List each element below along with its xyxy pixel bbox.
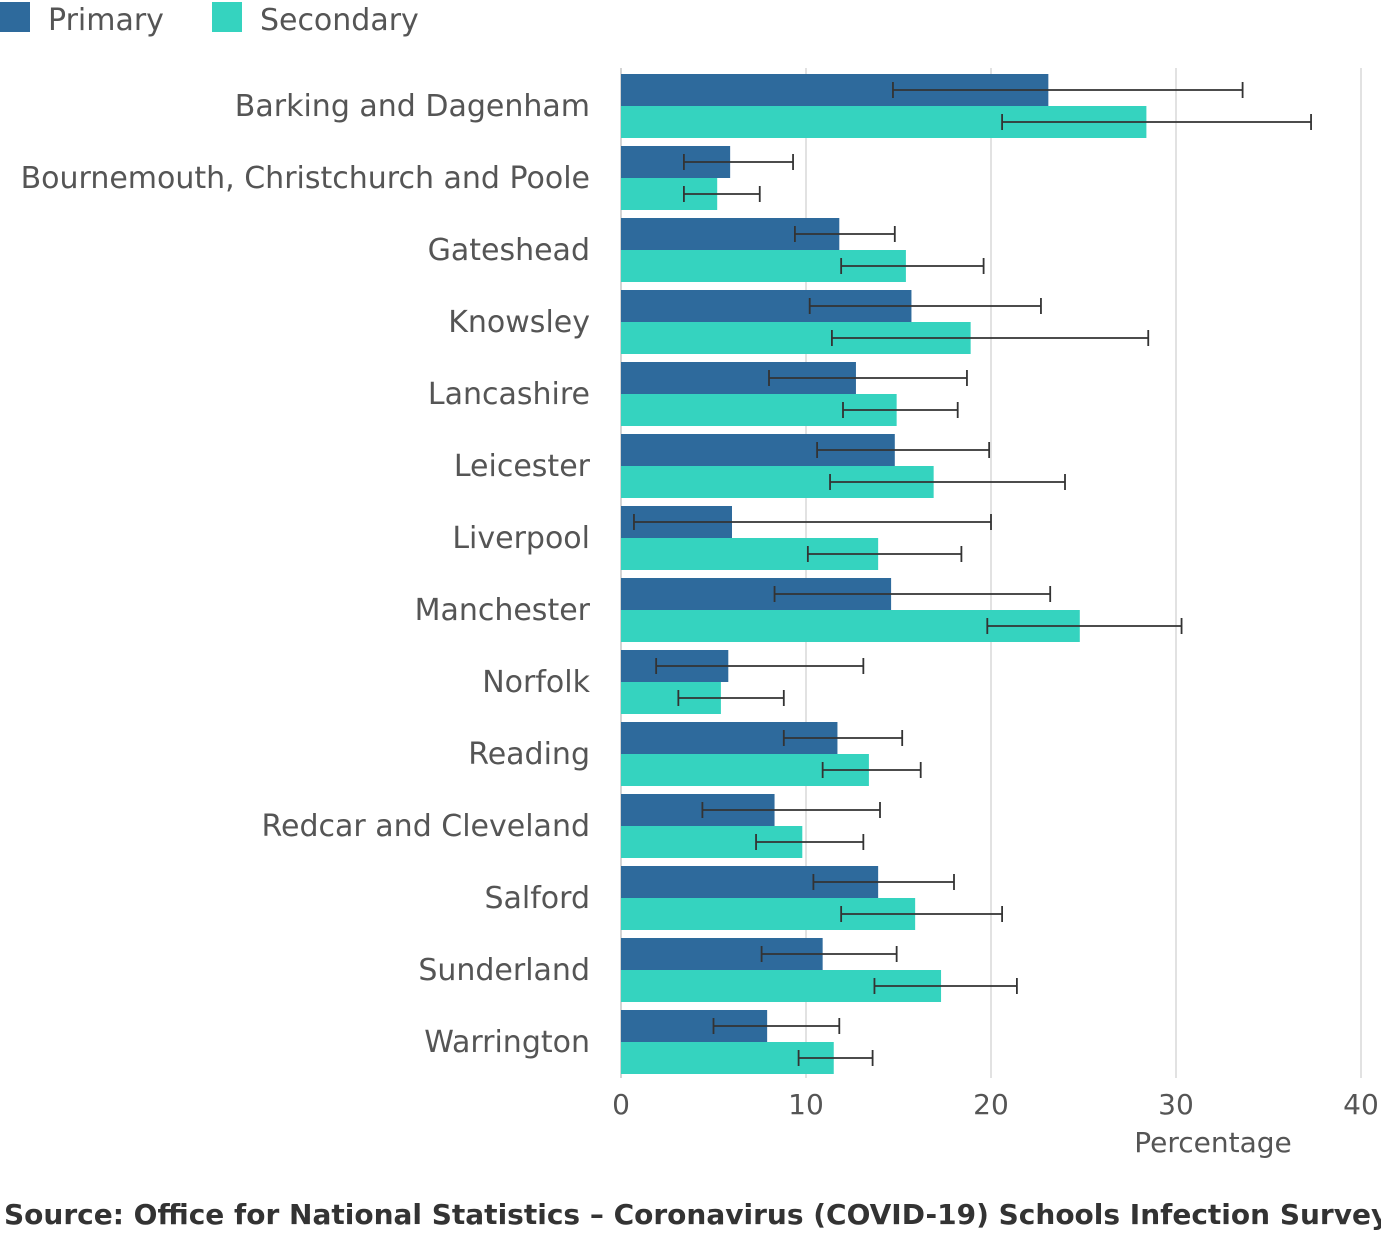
category-label: Knowsley [448,305,590,340]
x-tick-label: 20 [973,1088,1009,1121]
error-bar-primary [892,82,1244,98]
category-label: Sunderland [418,953,590,988]
bars [621,74,1147,1074]
bar-chart: Barking and Dagenham Bournemouth, Christc… [21,68,1379,1159]
error-bar-primary [773,586,1052,602]
legend-swatch-primary [0,2,30,32]
error-bar-primary [701,802,881,818]
error-bar-secondary [806,546,963,562]
category-label: Warrington [424,1025,590,1060]
category-label: Bournemouth, Christchurch and Poole [21,161,590,196]
error-bar-primary [816,442,991,458]
error-bar-secondary [840,258,985,274]
error-bar-secondary [840,906,1003,922]
error-bar-secondary [873,978,1018,994]
legend-label-primary: Primary [48,2,164,38]
error-bar-primary [768,370,968,386]
error-bar-secondary [986,618,1183,634]
error-bar-secondary [831,330,1150,346]
category-label: Reading [468,737,590,772]
error-bar-primary [808,298,1042,314]
x-tick-label: 0 [612,1088,630,1121]
error-bar-secondary [755,834,865,850]
legend: Primary Secondary [0,0,467,40]
error-bar-secondary [683,186,761,202]
error-bar-primary [712,1018,841,1034]
error-bar-secondary [829,474,1066,490]
error-bar-secondary [821,762,922,778]
category-label: Norfolk [482,665,590,700]
error-bar-primary [760,946,898,962]
source-note: Source: Office for National Statistics –… [4,1198,1381,1231]
error-bars [633,82,1312,1066]
legend-item-primary[interactable]: Primary [0,2,164,38]
category-label: Barking and Dagenham [235,89,590,124]
x-tick-label: 10 [788,1088,824,1121]
error-bar-primary [812,874,955,890]
x-axis-title: Percentage [1134,1126,1292,1159]
x-tick-label: 30 [1158,1088,1194,1121]
error-bar-secondary [1001,114,1312,130]
category-label: Gateshead [428,233,590,268]
x-tick-label: 40 [1343,1088,1379,1121]
category-label: Lancashire [428,377,590,412]
category-label: Leicester [454,449,591,484]
category-labels: Barking and Dagenham Bournemouth, Christc… [21,89,591,1060]
error-bar-primary [683,154,794,170]
category-label: Salford [484,881,590,916]
category-label: Liverpool [452,521,590,556]
legend-label-secondary: Secondary [259,2,419,38]
legend-item-secondary[interactable]: Secondary [211,2,419,38]
error-bar-secondary [797,1050,874,1066]
category-label: Redcar and Cleveland [262,809,590,844]
legend-swatch-secondary [211,2,242,32]
category-label: Manchester [415,593,591,628]
error-bar-primary [782,730,904,746]
error-bar-secondary [677,690,785,706]
error-bar-primary [794,226,896,242]
error-bar-primary [655,658,865,674]
error-bar-secondary [842,402,959,418]
error-bar-primary [633,514,992,530]
x-axis-ticks: 0 10 20 30 40 [612,1088,1379,1121]
